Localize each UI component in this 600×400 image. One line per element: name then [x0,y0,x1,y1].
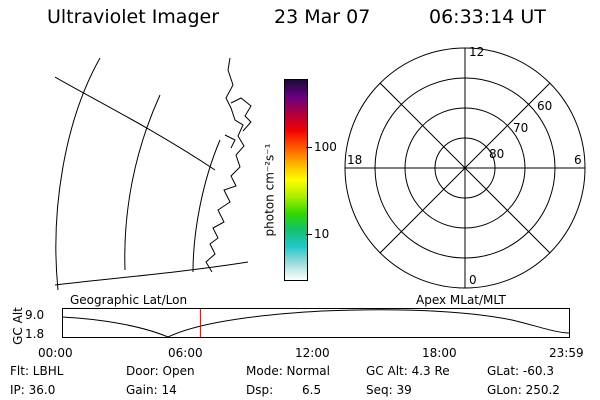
lat-label-80: 80 [489,147,504,161]
mlt-label-12: 12 [469,45,484,59]
time-tick-label: 00:00 [38,346,73,360]
time-tick-label: 06:00 [168,346,203,360]
mlt-label-6: 6 [574,153,582,167]
latitude-line [124,94,161,271]
timeline-y-top: 9.0 [25,308,45,322]
mlt-meridian [379,82,551,254]
geographic-label: Geographic Lat/Lon [70,293,188,307]
coastline [205,57,245,273]
altitude-curve [62,309,570,338]
apex-label: Apex MLat/MLT [416,293,506,307]
date-label: 23 Mar 07 [274,6,371,28]
seq-status: Seq: 39 [366,383,412,397]
glon-status: GLon: 250.2 [487,383,560,397]
time-label: 06:33:14 UT [429,6,546,28]
latitude-line [55,261,249,286]
timeline-y-bottom: 1.8 [25,327,45,341]
colorbar-unit-label: photon cm⁻²s⁻¹ [262,143,277,237]
time-tick-label: 23:59 [549,346,584,360]
mlt-label-0: 0 [469,273,477,287]
lat-label-60: 60 [537,99,552,113]
gc-alt-status: GC Alt: 4.3 Re [366,364,450,378]
colorbar-tick-100: 100 [314,140,337,154]
color-scale-bar [284,79,308,281]
coastline [224,134,236,149]
longitude-line [55,76,216,171]
lat-label-70: 70 [513,121,528,135]
colorbar-tick-10: 10 [314,227,330,241]
page-title: Ultraviolet Imager [47,6,220,28]
timeline-ylabel: GC Alt [11,307,25,345]
ip-status: IP: 36.0 [10,383,56,397]
altitude-timeline [62,308,570,338]
coastline [230,97,252,132]
latitude-line [55,57,101,290]
dsp-value: 6.5 [302,383,322,397]
latitude-line [192,139,221,273]
time-tick-label: 18:00 [422,346,457,360]
mode-status: Mode: Normal [246,364,330,378]
timeline-frame [62,308,570,338]
gain-status: Gain: 14 [126,383,177,397]
glat-status: GLat: -60.3 [487,364,554,378]
tick-mark [306,147,312,148]
door-status: Door: Open [126,364,195,378]
filter-status: Flt: LBHL [10,364,64,378]
tick-mark [306,234,312,235]
time-tick-label: 12:00 [295,346,330,360]
geographic-map [55,57,252,290]
dsp-label: Dsp: [246,383,274,397]
mlt-label-18: 18 [347,153,362,167]
polar-plot: 12 18 6 0 60 70 80 [344,45,586,289]
